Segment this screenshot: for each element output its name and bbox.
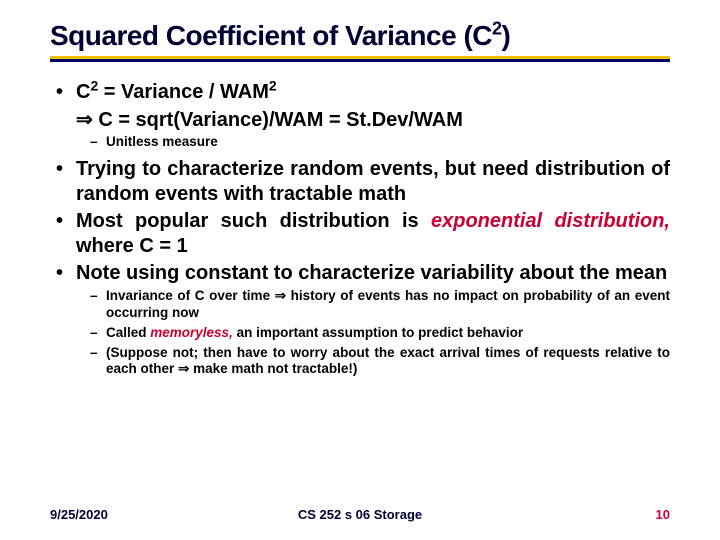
d3-a: Called — [106, 325, 150, 340]
underline-navy — [50, 59, 670, 62]
b3-red: exponential distribution, — [431, 210, 670, 232]
dash-3: Called memoryless, an important assumpti… — [50, 325, 670, 342]
dash-1: Unitless measure — [50, 134, 670, 151]
bullet-1: C2 = Variance / WAM2 — [50, 80, 670, 105]
arrow-icon: ⇒ — [76, 109, 93, 131]
d4-b: make math not tractable!) — [189, 361, 357, 376]
bullet-3: Most popular such distribution is expone… — [50, 209, 670, 259]
b1-b: = Variance / WAM — [98, 81, 269, 103]
dash-list-2: Invariance of C over time ⇒ history of e… — [50, 288, 670, 378]
bullet-4: Note using constant to characterize vari… — [50, 261, 670, 286]
b1-a: C — [76, 81, 90, 103]
slide: Squared Coefficient of Variance (C2) C2 … — [0, 0, 720, 540]
title-underline — [50, 56, 670, 62]
title-sup: 2 — [492, 19, 502, 39]
d3-b: an important assumption to predict behav… — [233, 325, 523, 340]
footer-date: 9/25/2020 — [50, 507, 108, 522]
footer-page: 10 — [656, 507, 670, 522]
bullet-list: C2 = Variance / WAM2 — [50, 80, 670, 105]
arrow-icon: ⇒ — [178, 361, 189, 376]
d3-red: memoryless, — [150, 325, 233, 340]
title-pre: Squared Coefficient of Variance (C — [50, 20, 492, 51]
b1-sup2: 2 — [269, 77, 277, 93]
b3-b: where C = 1 — [76, 235, 188, 257]
dash-2: Invariance of C over time ⇒ history of e… — [50, 288, 670, 322]
slide-title: Squared Coefficient of Variance (C2) — [50, 20, 670, 52]
d2-a: Invariance of C over time — [106, 288, 275, 303]
content: C2 = Variance / WAM2 ⇒ C = sqrt(Variance… — [50, 80, 670, 378]
b1-line2-text: C = sqrt(Variance)/WAM = St.Dev/WAM — [93, 109, 463, 131]
footer-center: CS 252 s 06 Storage — [298, 507, 422, 522]
dash-4: (Suppose not; then have to worry about t… — [50, 345, 670, 379]
bullet-1-line2: ⇒ C = sqrt(Variance)/WAM = St.Dev/WAM — [50, 107, 670, 132]
dash-list-1: Unitless measure — [50, 134, 670, 151]
bullet-list-2: Trying to characterize random events, bu… — [50, 157, 670, 286]
title-post: ) — [502, 20, 511, 51]
footer: 9/25/2020 CS 252 s 06 Storage 10 — [50, 507, 670, 522]
bullet-2: Trying to characterize random events, bu… — [50, 157, 670, 207]
b3-a: Most popular such distribution is — [76, 210, 431, 232]
arrow-icon: ⇒ — [275, 288, 286, 303]
